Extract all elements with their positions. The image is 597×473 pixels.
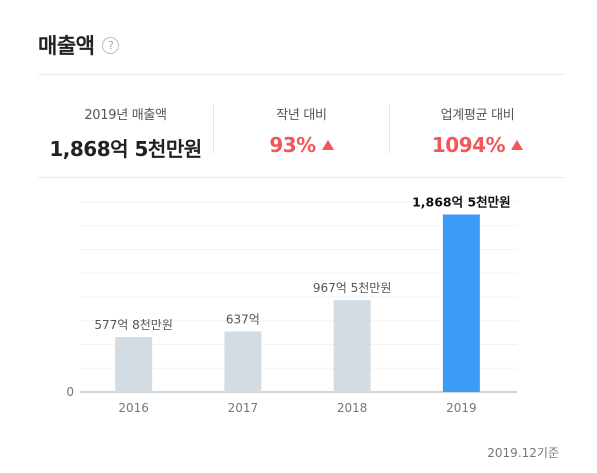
data-label-2018: 967억 5천만원: [313, 280, 392, 295]
stat-revenue-value: 1,868억 5천만원: [49, 137, 202, 161]
stat-yoy-label: 작년 대비: [276, 108, 327, 123]
stat-industry: 업계평균 대비 1094%: [390, 104, 565, 157]
revenue-bar-chart: 0 577억 8천만원 2016 637억 2017 967억 5천만원 2018 1,868…: [66, 194, 517, 415]
middle-divider: [38, 177, 565, 178]
help-icon[interactable]: ?: [102, 36, 120, 54]
x-tick-label-2019: 2019: [446, 401, 477, 415]
stat-industry-value-row: 1094%: [390, 133, 565, 157]
page-title: 매출액: [38, 34, 95, 58]
x-tick-label-2016: 2016: [118, 401, 149, 415]
up-triangle-icon: [321, 140, 334, 150]
section-header: 매출액 ?: [38, 30, 120, 60]
data-label-2016: 577억 8천만원: [94, 317, 173, 332]
stat-industry-label: 업계평균 대비: [440, 108, 515, 123]
data-label-2017: 637억: [226, 312, 260, 326]
stat-revenue: 2019년 매출액 1,868억 5천만원: [38, 104, 213, 162]
stat-separator: [389, 104, 390, 154]
bar-2018: [333, 300, 371, 392]
stat-yoy-value: 93%: [269, 133, 316, 157]
bar-2017: [224, 331, 262, 392]
up-triangle-icon: [511, 140, 524, 150]
stat-yoy: 작년 대비 93%: [214, 104, 389, 157]
stat-industry-value: 1094%: [431, 133, 506, 157]
footnote: 2019.12기준: [487, 446, 559, 460]
stat-revenue-label: 2019년 매출액: [84, 108, 167, 123]
data-label-2019: 1,868억 5천만원: [412, 194, 511, 209]
y-tick-label: 0: [66, 385, 74, 399]
bar-2016: [115, 337, 153, 392]
x-tick-label-2018: 2018: [337, 401, 368, 415]
x-tick-label-2017: 2017: [228, 401, 259, 415]
stat-separator: [213, 104, 214, 154]
bar-2019: [442, 214, 480, 392]
stat-yoy-value-row: 93%: [214, 133, 389, 157]
top-divider: [38, 74, 565, 75]
